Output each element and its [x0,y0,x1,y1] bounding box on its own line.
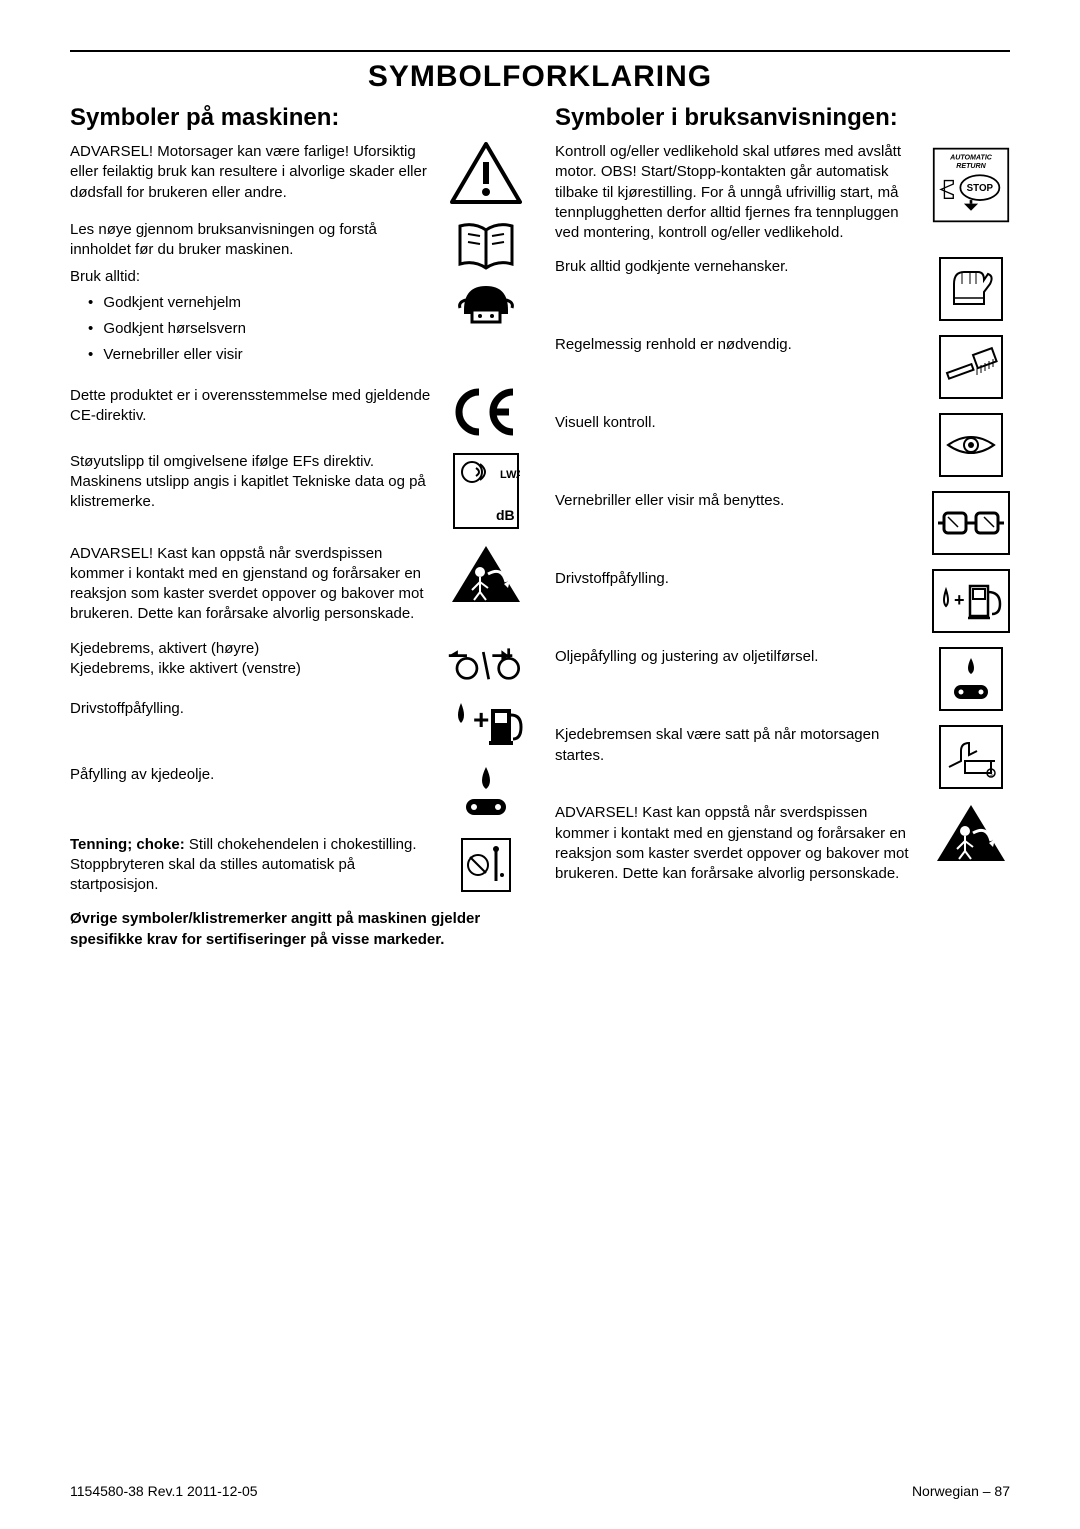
chain-brake-line1: Kjedebrems, aktivert (høyre) [70,639,435,659]
left-footnote: Øvrige symboler/klistremerker angitt på … [70,909,525,950]
kickback-right-text: ADVARSEL! Kast kan oppstå når sverdspiss… [555,803,920,884]
kickback-right-icon [932,803,1010,865]
always-use-label: Bruk alltid: [70,267,435,287]
row-chain-oil: Påfylling av kjedeolje. [70,765,525,821]
goggles-text: Vernebriller eller visir må benyttes. [555,491,920,511]
row-cleaning: Regelmessig renhold er nødvendig. [555,335,1010,399]
right-column: Symboler i bruksanvisningen: Kontroll og… [555,104,1010,950]
row-ce: Dette produktet er i overensstemmelse me… [70,386,525,438]
kickback-text: ADVARSEL! Kast kan oppstå når sverdspiss… [70,544,435,625]
row-gloves: Bruk alltid godkjente vernehansker. [555,257,1010,321]
oil-right-text: Oljepåfylling og justering av oljetilfør… [555,647,920,667]
row-fuel-right: Drivstoffpåfylling. + [555,569,1010,633]
svg-text:+: + [473,704,489,735]
left-column: Symboler på maskinen: ADVARSEL! Motorsag… [70,104,525,950]
db-label: dB [496,507,515,523]
svg-text:STOP: STOP [967,183,994,194]
fuel-pump-icon: + [447,699,525,751]
bullet-hearing: Godkjent hørselsvern [88,319,435,339]
top-rule [70,50,1010,52]
choke-label: Tenning; choke: [70,836,185,853]
footer: 1154580-38 Rev.1 2011-12-05 Norwegian – … [70,1483,1010,1499]
kickback-icon [447,544,525,606]
choke-icon [447,835,525,895]
brush-icon [932,335,1010,399]
row-noise: Støyutslipp til omgivelsene ifølge EFs d… [70,452,525,530]
svg-text:RETURN: RETURN [956,162,986,170]
gloves-text: Bruk alltid godkjente vernehansker. [555,257,920,277]
read-manual-sentence: Les nøye gjennom bruksanvisningen og for… [70,221,377,258]
brake-start-icon: S [932,725,1010,789]
row-choke: Tenning; choke: Still chokehendelen i ch… [70,835,525,896]
goggles-icon [932,491,1010,555]
stop-switch-icon: AUTOMATIC RETURN STOP [932,142,1010,228]
noise-text: Støyutslipp til omgivelsene ifølge EFs d… [70,452,435,513]
chain-oil-icon [447,765,525,821]
bullet-helmet: Godkjent vernehjelm [88,293,435,313]
columns: Symboler på maskinen: ADVARSEL! Motorsag… [70,104,1010,950]
helmet-icon [458,280,514,332]
read-manual-text: Les nøye gjennom bruksanvisningen og for… [70,220,435,372]
warning-text: ADVARSEL! Motorsager kan være farlige! U… [70,142,435,203]
gloves-icon [932,257,1010,321]
book-icon [454,220,518,272]
chain-oil-text: Påfylling av kjedeolje. [70,765,435,785]
noise-emission-icon: LWA dB [447,452,525,530]
ce-mark-icon [447,386,525,438]
chain-brake-line2: Kjedebrems, ikke aktivert (venstre) [70,659,435,679]
row-kickback: ADVARSEL! Kast kan oppstå når sverdspiss… [70,544,525,625]
row-kickback-right: ADVARSEL! Kast kan oppstå når sverdspiss… [555,803,1010,884]
chain-brake-icon [447,639,525,685]
bullet-goggles: Vernebriller eller visir [88,345,435,365]
footer-left: 1154580-38 Rev.1 2011-12-05 [70,1483,258,1499]
lwa-label: LWA [500,469,520,481]
footer-right: Norwegian – 87 [912,1483,1010,1499]
choke-text: Tenning; choke: Still chokehendelen i ch… [70,835,435,896]
cleaning-text: Regelmessig renhold er nødvendig. [555,335,920,355]
fuel-right-text: Drivstoffpåfylling. [555,569,920,589]
eye-icon [932,413,1010,477]
ce-text: Dette produktet er i overensstemmelse me… [70,386,435,427]
row-fuel: Drivstoffpåfylling. + [70,699,525,751]
left-heading: Symboler på maskinen: [70,104,525,132]
right-heading: Symboler i bruksanvisningen: [555,104,1010,132]
chain-brake-text: Kjedebrems, aktivert (høyre) Kjedebrems,… [70,639,435,680]
visual-text: Visuell kontroll. [555,413,920,433]
row-goggles: Vernebriller eller visir må benyttes. [555,491,1010,555]
row-read-manual: Les nøye gjennom bruksanvisningen og for… [70,220,525,372]
row-chain-brake: Kjedebrems, aktivert (høyre) Kjedebrems,… [70,639,525,685]
page-title: SYMBOLFORKLARING [70,60,1010,94]
fuel-fill-icon: + [932,569,1010,633]
svg-text:AUTOMATIC: AUTOMATIC [949,153,993,161]
stop-text: Kontroll og/eller vedlikehold skal utfør… [555,142,920,243]
fuel-text: Drivstoffpåfylling. [70,699,435,719]
row-brake-start: Kjedebremsen skal være satt på når motor… [555,725,1010,789]
row-oil-right: Oljepåfylling og justering av oljetilfør… [555,647,1010,711]
brake-start-text: Kjedebremsen skal være satt på når motor… [555,725,920,766]
manual-and-helmet-icons [447,220,525,332]
oil-fill-icon [932,647,1010,711]
warning-triangle-icon [447,142,525,206]
row-warning: ADVARSEL! Motorsager kan være farlige! U… [70,142,525,206]
svg-text:+: + [954,590,965,610]
row-visual: Visuell kontroll. [555,413,1010,477]
row-stop: Kontroll og/eller vedlikehold skal utfør… [555,142,1010,243]
ppe-bullets: Godkjent vernehjelm Godkjent hørselsvern… [70,293,435,366]
